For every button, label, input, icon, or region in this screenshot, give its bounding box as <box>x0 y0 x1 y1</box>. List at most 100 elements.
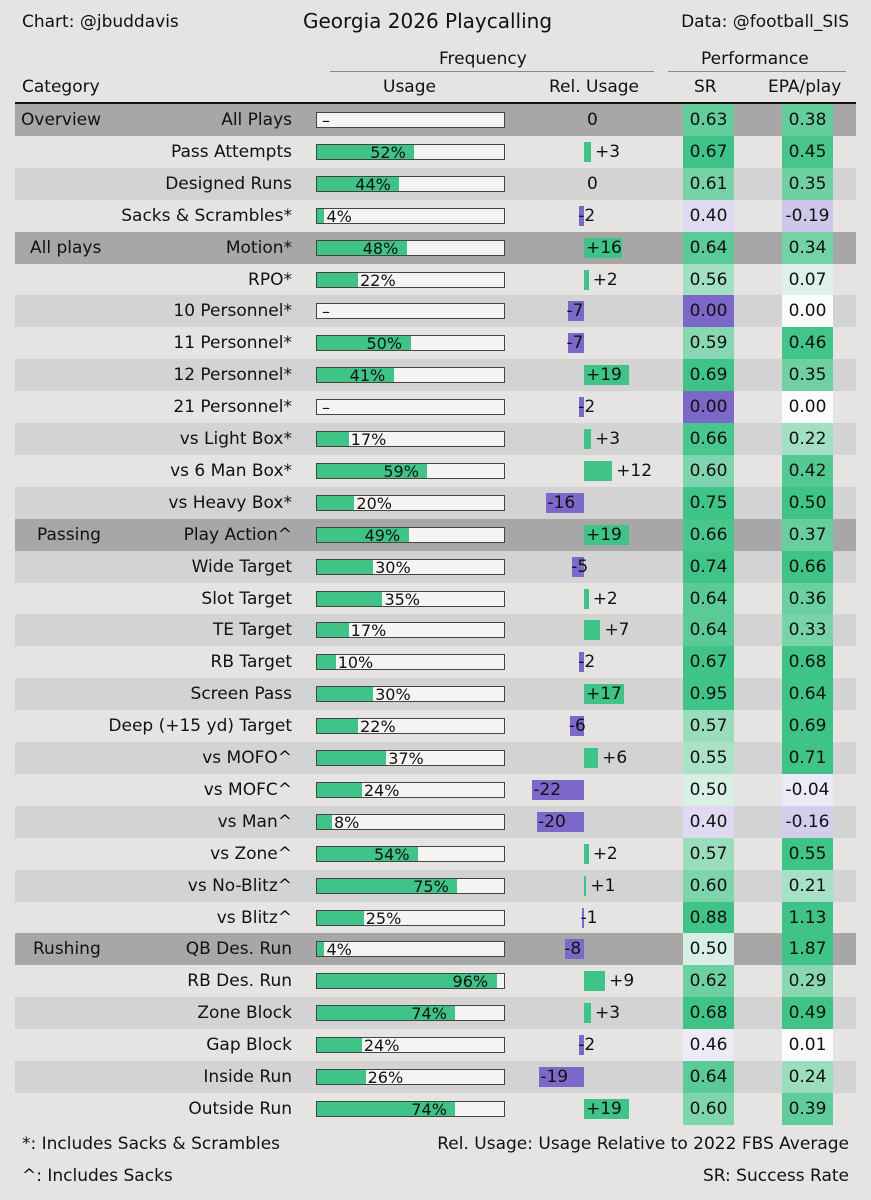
usage-bar-fill <box>317 910 364 925</box>
usage-bar-frame: 24% <box>316 1037 505 1054</box>
sr-value: 0.66 <box>689 429 728 449</box>
footnote-sr: SR: Success Rate <box>702 1166 849 1186</box>
rel-usage-bar <box>584 684 624 705</box>
rel-usage-bar <box>567 301 584 322</box>
usage-value: 35% <box>384 589 420 609</box>
usage-value: 26% <box>367 1068 404 1087</box>
row-label: vs No-Blitz^ <box>187 875 292 896</box>
row-label: Play Action^ <box>183 524 292 545</box>
row-label: QB Des. Run <box>185 939 292 960</box>
sr-cell: 0.50 <box>683 773 734 806</box>
rel-usage-bar <box>584 141 592 162</box>
chart-credit: Chart: @jbuddavis <box>22 12 179 32</box>
group-label: Passing <box>37 524 101 545</box>
usage-value: 37% <box>388 749 424 768</box>
row-label: Designed Runs <box>165 173 292 194</box>
usage-value: 50% <box>366 334 403 354</box>
usage-bar-frame: 10% <box>316 654 505 671</box>
row-label: Screen Pass <box>190 684 292 705</box>
usage-bar-frame: 22% <box>316 271 505 288</box>
frequency-underline <box>330 71 654 72</box>
epa-value: 0.35 <box>788 365 827 386</box>
usage-bar-frame: – <box>316 112 505 129</box>
sr-value: 0.64 <box>689 237 728 258</box>
rel-usage-bar <box>584 365 629 386</box>
epa-value: 0.21 <box>788 875 827 896</box>
epa-cell: 0.68 <box>782 646 833 679</box>
usage-value: 41% <box>349 366 386 386</box>
usage-value: 24% <box>363 780 400 800</box>
row-label: Slot Target <box>201 588 292 609</box>
rel-usage-bar <box>584 524 629 545</box>
usage-bar-frame: – <box>316 399 505 416</box>
row-label: Deep (+15 yd) Target <box>108 716 292 737</box>
usage-value: 17% <box>350 621 387 641</box>
rel-usage-bar <box>565 939 584 960</box>
sr-cell: 0.64 <box>683 1061 734 1093</box>
epa-value: 0.00 <box>788 301 827 322</box>
row-label: vs MOFC^ <box>203 779 292 800</box>
sr-value: 0.46 <box>689 1035 728 1056</box>
epa-cell: 0.01 <box>782 1029 833 1062</box>
row-label: RPO* <box>248 269 292 290</box>
performance-underline <box>668 71 846 72</box>
sr-value: 0.74 <box>689 556 728 577</box>
table-row: Screen Pass 30% +17 0.95 0.64 <box>15 678 856 711</box>
rel-usage-value: +2 <box>592 269 618 290</box>
epa-cell: 0.66 <box>782 550 833 583</box>
sr-value: 0.57 <box>689 843 728 864</box>
usage-bar-frame: 20% <box>316 494 505 511</box>
usage-value: 22% <box>360 717 396 737</box>
table-row: Inside Run 26% -19 0.64 0.24 <box>15 1061 856 1093</box>
usage-bar-fill <box>317 1070 366 1084</box>
rel-usage-bar <box>579 205 584 226</box>
rel-usage-value: +16 <box>586 237 622 258</box>
usage-bar-frame: 74% <box>316 1005 505 1022</box>
sr-value: 0.00 <box>689 397 728 418</box>
rel-usage-value: -7 <box>566 333 584 354</box>
epa-value: 0.35 <box>788 173 827 194</box>
rel-usage-bar <box>584 429 592 449</box>
sr-value: 0.67 <box>689 652 728 673</box>
footnote-sacks: ^: Includes Sacks <box>22 1166 173 1186</box>
usage-bar-fill <box>317 1101 456 1116</box>
table-row: vs Man^ 8% -20 0.40 -0.16 <box>15 805 856 838</box>
epa-cell: 0.35 <box>782 359 833 392</box>
row-label: vs 6 Man Box* <box>170 460 292 481</box>
table-row: Slot Target 35% +2 0.64 0.36 <box>15 582 856 615</box>
sr-cell: 0.64 <box>683 614 734 647</box>
usage-bar-frame: 8% <box>316 813 505 830</box>
rel-usage-value: +7 <box>604 620 630 641</box>
rel-usage-bar <box>584 460 613 481</box>
epa-value: 0.66 <box>788 556 827 577</box>
sr-cell: 0.61 <box>683 167 734 200</box>
usage-bar-frame: 59% <box>316 462 505 479</box>
epa-value: 0.55 <box>788 843 827 864</box>
rel-usage-bar <box>584 843 589 864</box>
epa-cell: 0.07 <box>782 263 833 296</box>
usage-bar-fill <box>317 1038 362 1053</box>
table-row: TE Target 17% +7 0.64 0.33 <box>15 614 856 647</box>
epa-value: 0.22 <box>788 429 827 449</box>
rel-usage-bar <box>539 1067 584 1087</box>
epa-value: -0.16 <box>785 811 830 832</box>
rel-usage-value: -2 <box>578 652 596 673</box>
rel-usage-value: +12 <box>616 460 653 481</box>
epa-value: 0.45 <box>788 141 827 162</box>
usage-value: 75% <box>413 876 449 896</box>
rel-usage-value: +3 <box>595 1003 621 1024</box>
usage-bar-frame: 22% <box>316 717 505 737</box>
sr-value: 0.69 <box>689 365 728 386</box>
sr-cell: 0.55 <box>683 742 734 774</box>
rel-usage-bar <box>581 907 584 928</box>
table-row: Passing Play Action^ 49% +19 0.66 0.37 <box>15 518 856 551</box>
rel-usage-value: -2 <box>578 205 596 226</box>
sr-cell: 0.46 <box>683 1029 734 1062</box>
sr-cell: 0.40 <box>683 199 734 232</box>
rel-usage-value: -1 <box>580 907 598 928</box>
column-header-epa: EPA/play <box>768 77 842 97</box>
footnote-sacks-scrambles: *: Includes Sacks & Scrambles <box>22 1134 281 1154</box>
sr-cell: 0.40 <box>683 805 734 838</box>
usage-value: 4% <box>326 206 352 226</box>
rel-usage-value: +17 <box>586 684 622 705</box>
